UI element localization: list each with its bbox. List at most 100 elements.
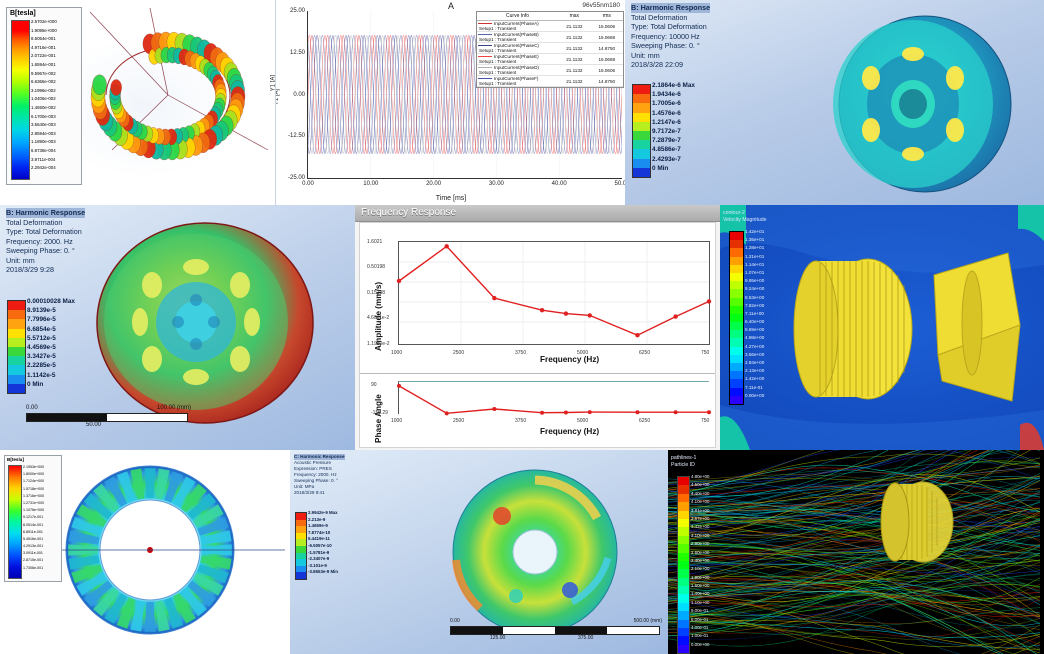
x-tick: 750 <box>701 350 709 356</box>
harmonic-10k-unit: Unit: mm <box>631 51 710 61</box>
legend-value: 8.6054e-001 <box>31 36 57 45</box>
amplitude-x-axis-title: Frequency (Hz) <box>540 355 599 364</box>
legend-value: 4.27e+00 <box>745 344 764 352</box>
fluent-colorbar <box>729 231 744 405</box>
harmonic-10k-study: B: Harmonic Response <box>631 3 710 13</box>
x-tick: 30.00 <box>489 181 504 187</box>
legend-value: 0.00e+00 <box>691 642 709 650</box>
harmonic-10k-frequency: Frequency: 10000 Hz <box>631 32 710 42</box>
y-tick: -150.29 <box>371 410 388 416</box>
pathlines-colorbar <box>677 476 690 654</box>
legend-value: 1.28e+01 <box>745 245 764 253</box>
x-tick: 3750 <box>515 350 526 356</box>
amplitude-subplot: Amplitude (mm/s) 1.6021 0.50198 0.15198 4.6… <box>360 223 715 371</box>
y-tick: 4.6011e-2 <box>367 315 389 321</box>
legend-value: 8.53e+00 <box>745 295 764 303</box>
legend-value: -3.101e-9 <box>308 563 338 570</box>
pathlines-name: pathlines-1 <box>671 455 696 462</box>
acoustic-scale-min: 0.00 <box>450 618 460 624</box>
legend-value: 4.4569e-5 <box>27 344 75 353</box>
acoustic-date: 2018/3/29 9:41 <box>294 490 345 496</box>
acoustic-header: C: Harmonic Response Acoustic Pressure E… <box>294 454 345 496</box>
legend-value: 2.40e+00 <box>691 558 709 566</box>
harmonic-10k-result: Total Deformation <box>631 13 710 23</box>
x-tick: 6250 <box>639 350 650 356</box>
acoustic-scale-t2: 375.00 <box>578 635 593 641</box>
legend-value: 2.0722e-001 <box>31 53 57 62</box>
legend-value: 5.5712e-5 <box>27 335 75 344</box>
legend-value: 1.90e+00 <box>691 575 709 583</box>
legend-value: -3.8653e-9 Min <box>308 569 338 576</box>
legend-value: 9.00e-01 <box>691 608 709 616</box>
legend-value: 4.80e+00 <box>691 474 709 482</box>
legend-value: 2.2942e-004 <box>31 165 57 174</box>
legend-value: 1.1890e-003 <box>31 139 57 148</box>
legend-value: 4.10e+00 <box>691 499 709 507</box>
legend-row: InputCurrent(PhaseF) Setup1 : Transient 21… <box>477 76 623 87</box>
x-tick: 1000 <box>391 350 402 356</box>
acoustic-colorbar <box>295 512 307 580</box>
legend-value: 2.1864e-6 Max <box>652 82 695 91</box>
legend-col-curve: Curve Info <box>477 12 558 21</box>
harmonic-2k-result: Total Deformation <box>6 218 85 228</box>
chart-x-axis-title: Time [ms] <box>276 195 626 202</box>
legend-value: 6.40e+00 <box>745 319 764 327</box>
legend-value: 4.98e+00 <box>745 335 764 343</box>
panel-fluent-pathlines: pathlines-1 Particle ID 4.80e+00 4.50e+00… <box>668 450 1044 654</box>
legend-value: 2.4293e-7 <box>652 156 695 165</box>
panel-maxwell-2d-bfield: B[tesla] 2.1953e+000 1.8000e+000 1.7124e+0… <box>0 450 290 654</box>
fluent-legend-values: 1.42e+01 1.35e+01 1.28e+01 1.21e+01 1.14e+01… <box>745 229 764 401</box>
harmonic-2k-colorbar <box>7 300 26 394</box>
legend-value: 4.50e+00 <box>691 482 709 490</box>
harmonic-10k-colorbar <box>632 84 651 178</box>
harmonic-2k-phase: Sweeping Phase: 0. ° <box>6 246 85 256</box>
legend-value: 6.6854e-5 <box>27 326 75 335</box>
legend-col-max: max <box>558 12 590 21</box>
maxwell-2d-legend-values: 2.1953e+000 1.8000e+000 1.7124e+000 1.5718e… <box>23 465 44 573</box>
legend-row: InputCurrent(PhaseB) Setup1 : Transient 21… <box>477 32 623 43</box>
panel-fluent-velocity-contour: contour-2 Velocity Magnitude 1.42e+01 1.3… <box>720 205 1044 450</box>
legend-value: 6.8511e-001 <box>23 530 44 537</box>
legend-value: 8.0514e-001 <box>23 523 44 530</box>
legend-value: 1.9434e-6 <box>652 91 695 100</box>
harmonic-2k-legend-values: 0.00010028 Max 8.9139e-5 7.7996e-5 6.6854e-… <box>27 298 75 390</box>
legend-value: 1.1076e+000 <box>23 508 44 515</box>
frequency-response-titlebar[interactable]: Frequency Response <box>355 205 720 222</box>
legend-value: 3.56e+00 <box>745 352 764 360</box>
legend-value: 2.2285e-5 <box>27 362 75 371</box>
legend-value: 3.81e+00 <box>691 508 709 516</box>
harmonic-10k-date: 2018/3/28 22:09 <box>631 60 710 70</box>
x-tick: 2500 <box>453 418 464 424</box>
legend-value: 0.00e+00 <box>745 393 764 401</box>
legend-value: 1.0406e-002 <box>31 96 57 105</box>
legend-value: 3.42e+00 <box>691 524 709 532</box>
legend-value: 3.0911e-001 <box>23 551 44 558</box>
legend-value: 6.6366e-002 <box>31 79 57 88</box>
harmonic-2k-date: 2018/3/29 9:28 <box>6 265 85 275</box>
legend-value: 9.5967e-002 <box>31 71 57 80</box>
legend-row: InputCurrent(PhaseD) Setup1 : Transient 21… <box>477 65 623 76</box>
maxwell-colorbar <box>11 20 30 180</box>
x-tick: 3750 <box>515 418 526 424</box>
scale-mid: 50.00 <box>86 422 101 428</box>
scale-min: 0.00 <box>26 405 38 411</box>
legend-col-rms: rms <box>591 12 623 21</box>
x-tick: 5000 <box>577 418 588 424</box>
legend-value: 1.21e+01 <box>745 254 764 262</box>
legend-value: 2.8715e-001 <box>23 558 44 565</box>
legend-value: 1.3716e+000 <box>23 494 44 501</box>
harmonic-10k-phase: Sweeping Phase: 0. ° <box>631 41 710 51</box>
chart-y-axis-title: Y1 [A] <box>275 89 280 105</box>
legend-value: -6.5057e-10 <box>308 543 338 550</box>
legend-value: 1.4576e-6 <box>652 110 695 119</box>
y-tick: 1.6021 <box>367 239 382 245</box>
panel-frequency-response: Frequency Response Amplitude (mm/s) 1.60… <box>355 205 720 450</box>
chart-title: A <box>276 1 626 11</box>
panel-acoustic-pressure: C: Harmonic Response Acoustic Pressure E… <box>290 450 668 654</box>
legend-value: -1.5781e-9 <box>308 550 338 557</box>
phase-subplot: Phase Angle 90 -150.29 1000 2500 3750 5000 625… <box>360 375 715 445</box>
chart-corner-label: 96v55nm180 <box>582 2 620 9</box>
legend-value: 2.213e-9 <box>308 517 338 524</box>
legend-value: 2.1953e+000 <box>23 465 44 472</box>
pathlines-legend-values: 4.80e+00 4.50e+00 4.40e+00 4.10e+00 3.81e+00… <box>691 474 709 650</box>
